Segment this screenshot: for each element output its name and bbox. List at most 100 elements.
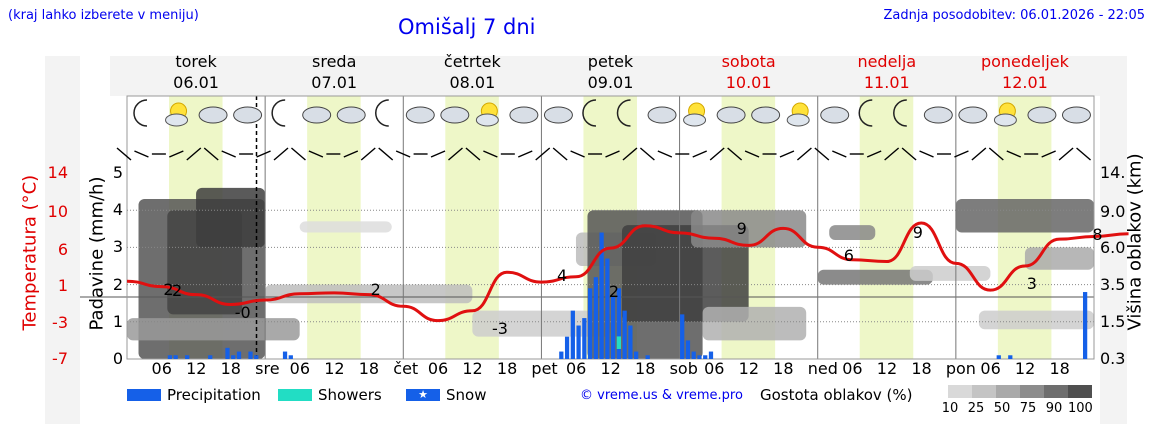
temp-value-label: 2 [371, 280, 381, 299]
wind-barb [1041, 150, 1056, 158]
hour-label: 12 [600, 359, 621, 378]
precip-bar [708, 351, 714, 359]
cloud-density-area [702, 306, 807, 341]
hour-label: 06 [565, 359, 587, 378]
cloud-density-area [127, 318, 300, 341]
legend-snow-swatch: ★ [406, 389, 440, 401]
wind-barb [622, 147, 638, 161]
last-updated: Zadnja posodobitev: 06.01.2026 - 22:05 [883, 8, 1145, 23]
cloud-icon [302, 106, 332, 124]
cloud-icon [475, 113, 499, 127]
temperature-line [126, 221, 1129, 323]
cloud-icon [1027, 106, 1057, 124]
cloud-density-area [196, 187, 266, 248]
cloud-density-area [1024, 247, 1094, 270]
wind-barb [866, 150, 882, 158]
precip-bar [208, 355, 213, 359]
hour-label: 18 [1049, 359, 1070, 378]
cloud-height-tick: 14. [1100, 163, 1126, 182]
legend-showers-swatch [278, 389, 312, 401]
cloud-icon [233, 106, 263, 124]
cloud-height-tick: 9.0 [1100, 202, 1126, 221]
precip-bar [645, 355, 650, 359]
temp-value-label: 2 [609, 282, 619, 301]
day-name: ponedeljek [980, 52, 1069, 71]
wind-barb [517, 150, 533, 158]
precip-bar [599, 232, 604, 359]
temp-tick: 6 [57, 240, 68, 259]
cloud-density-swatch [948, 385, 972, 398]
temp-tick: -7 [52, 349, 68, 368]
precip-tick: 0 [112, 349, 123, 368]
precip-tick: 5 [112, 163, 123, 182]
moon-icon [582, 99, 597, 127]
precip-bar [231, 355, 236, 359]
wind-barb [954, 150, 969, 158]
hour-label: pet [531, 359, 558, 378]
cloud-icon [647, 106, 677, 124]
precip-bar [685, 340, 691, 359]
wind-barb [1006, 150, 1022, 158]
wind-barb [570, 150, 585, 158]
hour-label: ned [807, 359, 838, 378]
wind-barb [988, 147, 1004, 161]
day-name: nedelja [857, 52, 917, 71]
wind-barb [116, 147, 132, 161]
wind-barb [919, 150, 934, 158]
precip-bar [697, 355, 702, 359]
day-date: 07.01 [311, 73, 358, 92]
precip-tick: 1 [112, 311, 123, 331]
day-name: četrtek [443, 52, 501, 71]
temp-value-label: 4 [557, 266, 567, 285]
precip-bar [564, 336, 570, 359]
wind-barb [378, 147, 394, 161]
hour-label: 12 [738, 359, 759, 378]
wind-barb [1058, 147, 1074, 161]
hour-label: 12 [1014, 359, 1036, 378]
precip-bar [282, 351, 288, 359]
day-name: sobota [721, 52, 776, 71]
wind-barb [465, 147, 481, 161]
cloud-density-area [622, 225, 749, 322]
precip-bar [605, 258, 610, 359]
hour-label: 06 [980, 359, 1001, 378]
wind-barb [971, 147, 987, 161]
temp-tick: 14 [47, 163, 68, 182]
cloud-icon [405, 106, 435, 124]
moon-icon [133, 99, 148, 127]
wind-barb [203, 147, 219, 161]
cloud-height-tick: 1.5 [1100, 312, 1126, 331]
wind-barb [308, 150, 324, 158]
hour-label: pon [945, 359, 976, 378]
wind-barb [535, 147, 551, 161]
cloud-density-swatch [1068, 385, 1092, 398]
wind-barb [692, 150, 708, 158]
credit-link[interactable]: © vreme.us & vreme.pro [580, 388, 743, 403]
precip-tick: 3 [112, 237, 123, 257]
wind-barb [395, 150, 411, 158]
hour-label: čet [393, 359, 419, 378]
cloud-density-area [978, 310, 1094, 330]
temp-value-label: 2 [163, 280, 173, 299]
cloud-density-area [817, 269, 933, 285]
wind-barb [832, 150, 847, 158]
cloud-icon [198, 106, 228, 124]
cloud-height-tick: 6.0 [1100, 238, 1126, 257]
precip-bar [996, 355, 1001, 359]
hour-label: 06 [704, 359, 725, 378]
wind-barb [796, 147, 812, 161]
wind-barb [727, 147, 743, 161]
hour-label: 12 [186, 359, 207, 378]
precip-bar [634, 351, 639, 359]
day-date: 08.01 [449, 73, 496, 92]
hour-label: 12 [462, 359, 483, 378]
wind-barb [273, 147, 289, 161]
hour-label: 06 [151, 359, 172, 378]
wind-barb [169, 150, 184, 158]
cloud-density-level: 90 [1045, 401, 1063, 416]
hour-label: 18 [773, 359, 794, 378]
day-header-band [110, 56, 1100, 96]
precip-axis-label: Padavine (mm/h) [86, 176, 108, 331]
day-name: sreda [312, 52, 357, 71]
cloud-density-level: 100 [1068, 401, 1093, 416]
